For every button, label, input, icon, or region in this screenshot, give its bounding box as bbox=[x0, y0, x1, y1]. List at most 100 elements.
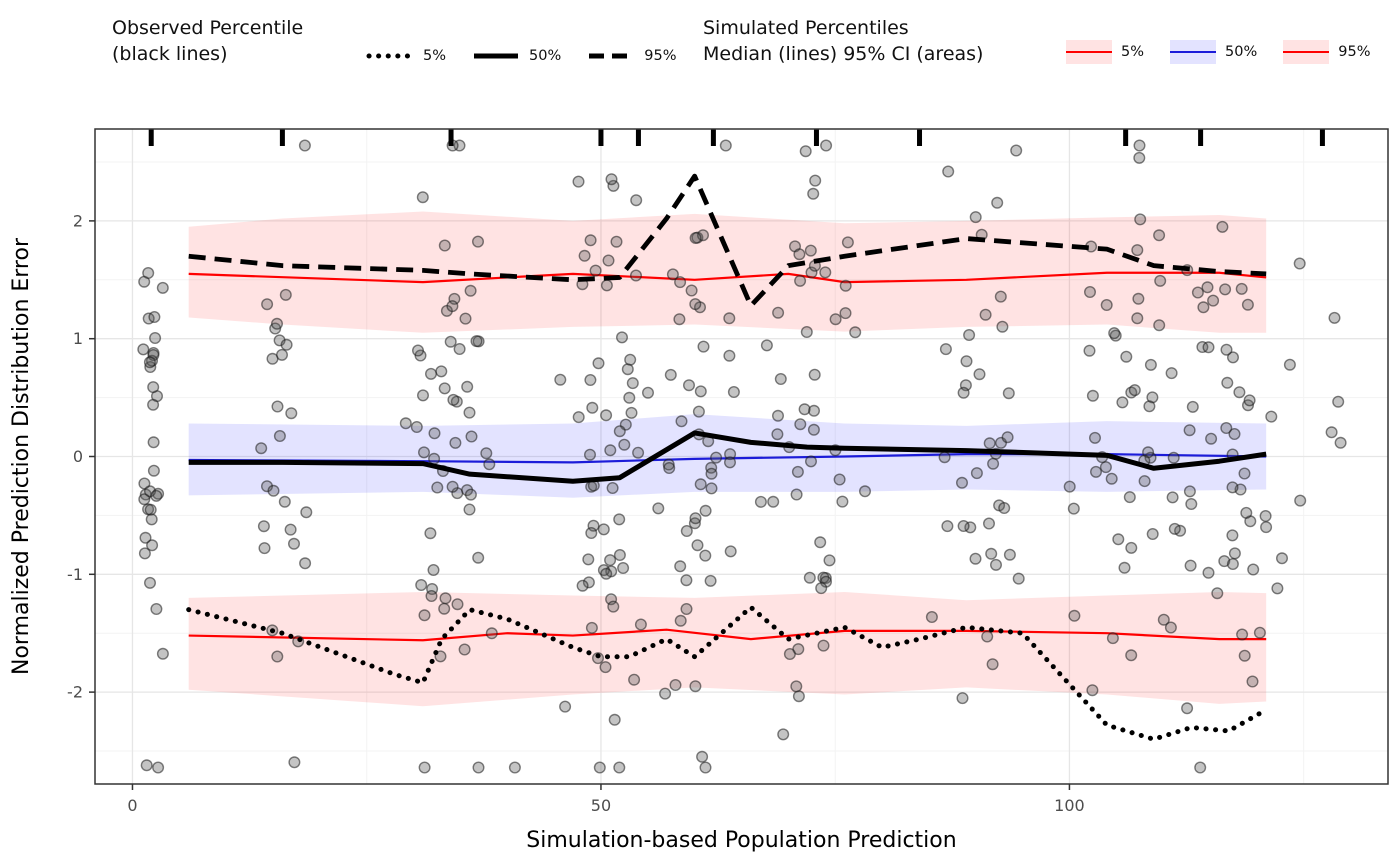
data-point bbox=[969, 211, 982, 224]
data-point bbox=[680, 525, 693, 538]
data-point bbox=[1328, 311, 1341, 324]
data-point bbox=[582, 576, 595, 589]
x-tick-label: 0 bbox=[127, 796, 137, 815]
data-point bbox=[1125, 649, 1138, 662]
data-point bbox=[839, 307, 852, 320]
legend-label: 95% bbox=[644, 48, 677, 64]
data-point bbox=[799, 145, 812, 158]
data-point bbox=[428, 427, 441, 440]
data-point bbox=[1132, 292, 1145, 305]
data-point bbox=[623, 391, 636, 404]
data-point bbox=[680, 603, 693, 616]
data-point bbox=[996, 320, 1009, 333]
data-point bbox=[602, 254, 615, 267]
legend-observed-title-line1: Observed Percentile bbox=[112, 17, 304, 39]
rug-tick bbox=[148, 129, 154, 146]
data-point bbox=[791, 465, 804, 478]
data-point bbox=[572, 411, 585, 424]
data-point bbox=[685, 284, 698, 297]
data-point bbox=[438, 239, 451, 252]
data-point bbox=[427, 564, 440, 577]
data-point bbox=[699, 761, 712, 774]
data-point bbox=[472, 551, 485, 564]
data-point bbox=[1202, 341, 1215, 354]
data-point bbox=[399, 417, 412, 430]
data-point bbox=[696, 750, 709, 763]
legend-label: 5% bbox=[423, 48, 447, 64]
data-point bbox=[1100, 298, 1113, 311]
rug-tick bbox=[635, 129, 641, 146]
data-point bbox=[1235, 282, 1248, 295]
data-point bbox=[600, 279, 613, 292]
data-point bbox=[267, 484, 280, 497]
data-point bbox=[823, 554, 836, 567]
data-point bbox=[143, 356, 156, 369]
data-point bbox=[981, 630, 994, 643]
data-point bbox=[793, 248, 806, 261]
rug-tick bbox=[279, 129, 285, 146]
data-point bbox=[723, 312, 736, 325]
data-point bbox=[1226, 558, 1239, 571]
data-point bbox=[288, 537, 301, 550]
data-point bbox=[139, 531, 152, 544]
data-point bbox=[1068, 609, 1081, 622]
legend-item-observed-5pct: 5% bbox=[366, 46, 446, 66]
data-point bbox=[285, 407, 298, 420]
data-point bbox=[1238, 649, 1251, 662]
data-point bbox=[584, 374, 597, 387]
data-point bbox=[464, 284, 477, 297]
data-point bbox=[724, 448, 737, 461]
data-point bbox=[942, 165, 955, 178]
data-point bbox=[790, 680, 803, 693]
data-point bbox=[1063, 480, 1076, 493]
data-point bbox=[652, 502, 665, 515]
data-point bbox=[723, 349, 736, 362]
data-point bbox=[298, 139, 311, 152]
data-point bbox=[630, 269, 643, 282]
data-point bbox=[140, 759, 153, 772]
data-point bbox=[1226, 529, 1239, 542]
data-point bbox=[794, 274, 807, 287]
data-point bbox=[138, 493, 151, 506]
data-point bbox=[1253, 626, 1266, 639]
data-point bbox=[719, 139, 732, 152]
data-point bbox=[607, 179, 620, 192]
data-point bbox=[1219, 283, 1232, 296]
data-point bbox=[1118, 561, 1131, 574]
data-point bbox=[410, 421, 423, 434]
data-point bbox=[704, 574, 717, 587]
rug-tick bbox=[917, 129, 923, 146]
data-point bbox=[817, 639, 830, 652]
obs-95pct bbox=[188, 173, 1267, 309]
data-point bbox=[449, 436, 462, 449]
data-point bbox=[470, 335, 483, 348]
data-point bbox=[418, 446, 431, 459]
data-point bbox=[1086, 389, 1099, 402]
data-point bbox=[1246, 675, 1259, 688]
sim-median-95pct bbox=[188, 271, 1267, 284]
legend-label: 50% bbox=[1225, 44, 1258, 60]
data-point bbox=[257, 520, 270, 533]
solid-line-icon bbox=[474, 53, 519, 59]
data-point bbox=[1167, 451, 1180, 464]
data-point bbox=[279, 288, 292, 301]
data-point bbox=[586, 401, 599, 414]
data-point bbox=[963, 328, 976, 341]
legend-simulated-title-line1: Simulated Percentiles bbox=[703, 17, 909, 39]
data-point bbox=[1133, 139, 1146, 152]
data-point bbox=[604, 554, 617, 567]
vpc-chart: 0 50 100 2 1 0 -1 -2 Simulation-based Population… bbox=[9, 128, 1389, 853]
y-tick-label: -1 bbox=[67, 565, 83, 584]
data-point bbox=[600, 567, 613, 580]
data-point bbox=[145, 513, 158, 526]
data-point bbox=[969, 552, 982, 565]
data-point bbox=[938, 451, 951, 464]
data-point bbox=[760, 339, 773, 352]
data-point bbox=[1221, 376, 1234, 389]
data-point bbox=[1138, 475, 1151, 488]
data-point bbox=[438, 382, 451, 395]
data-point bbox=[453, 342, 466, 355]
data-point bbox=[255, 442, 268, 455]
data-point bbox=[147, 464, 160, 477]
data-point bbox=[446, 300, 459, 313]
